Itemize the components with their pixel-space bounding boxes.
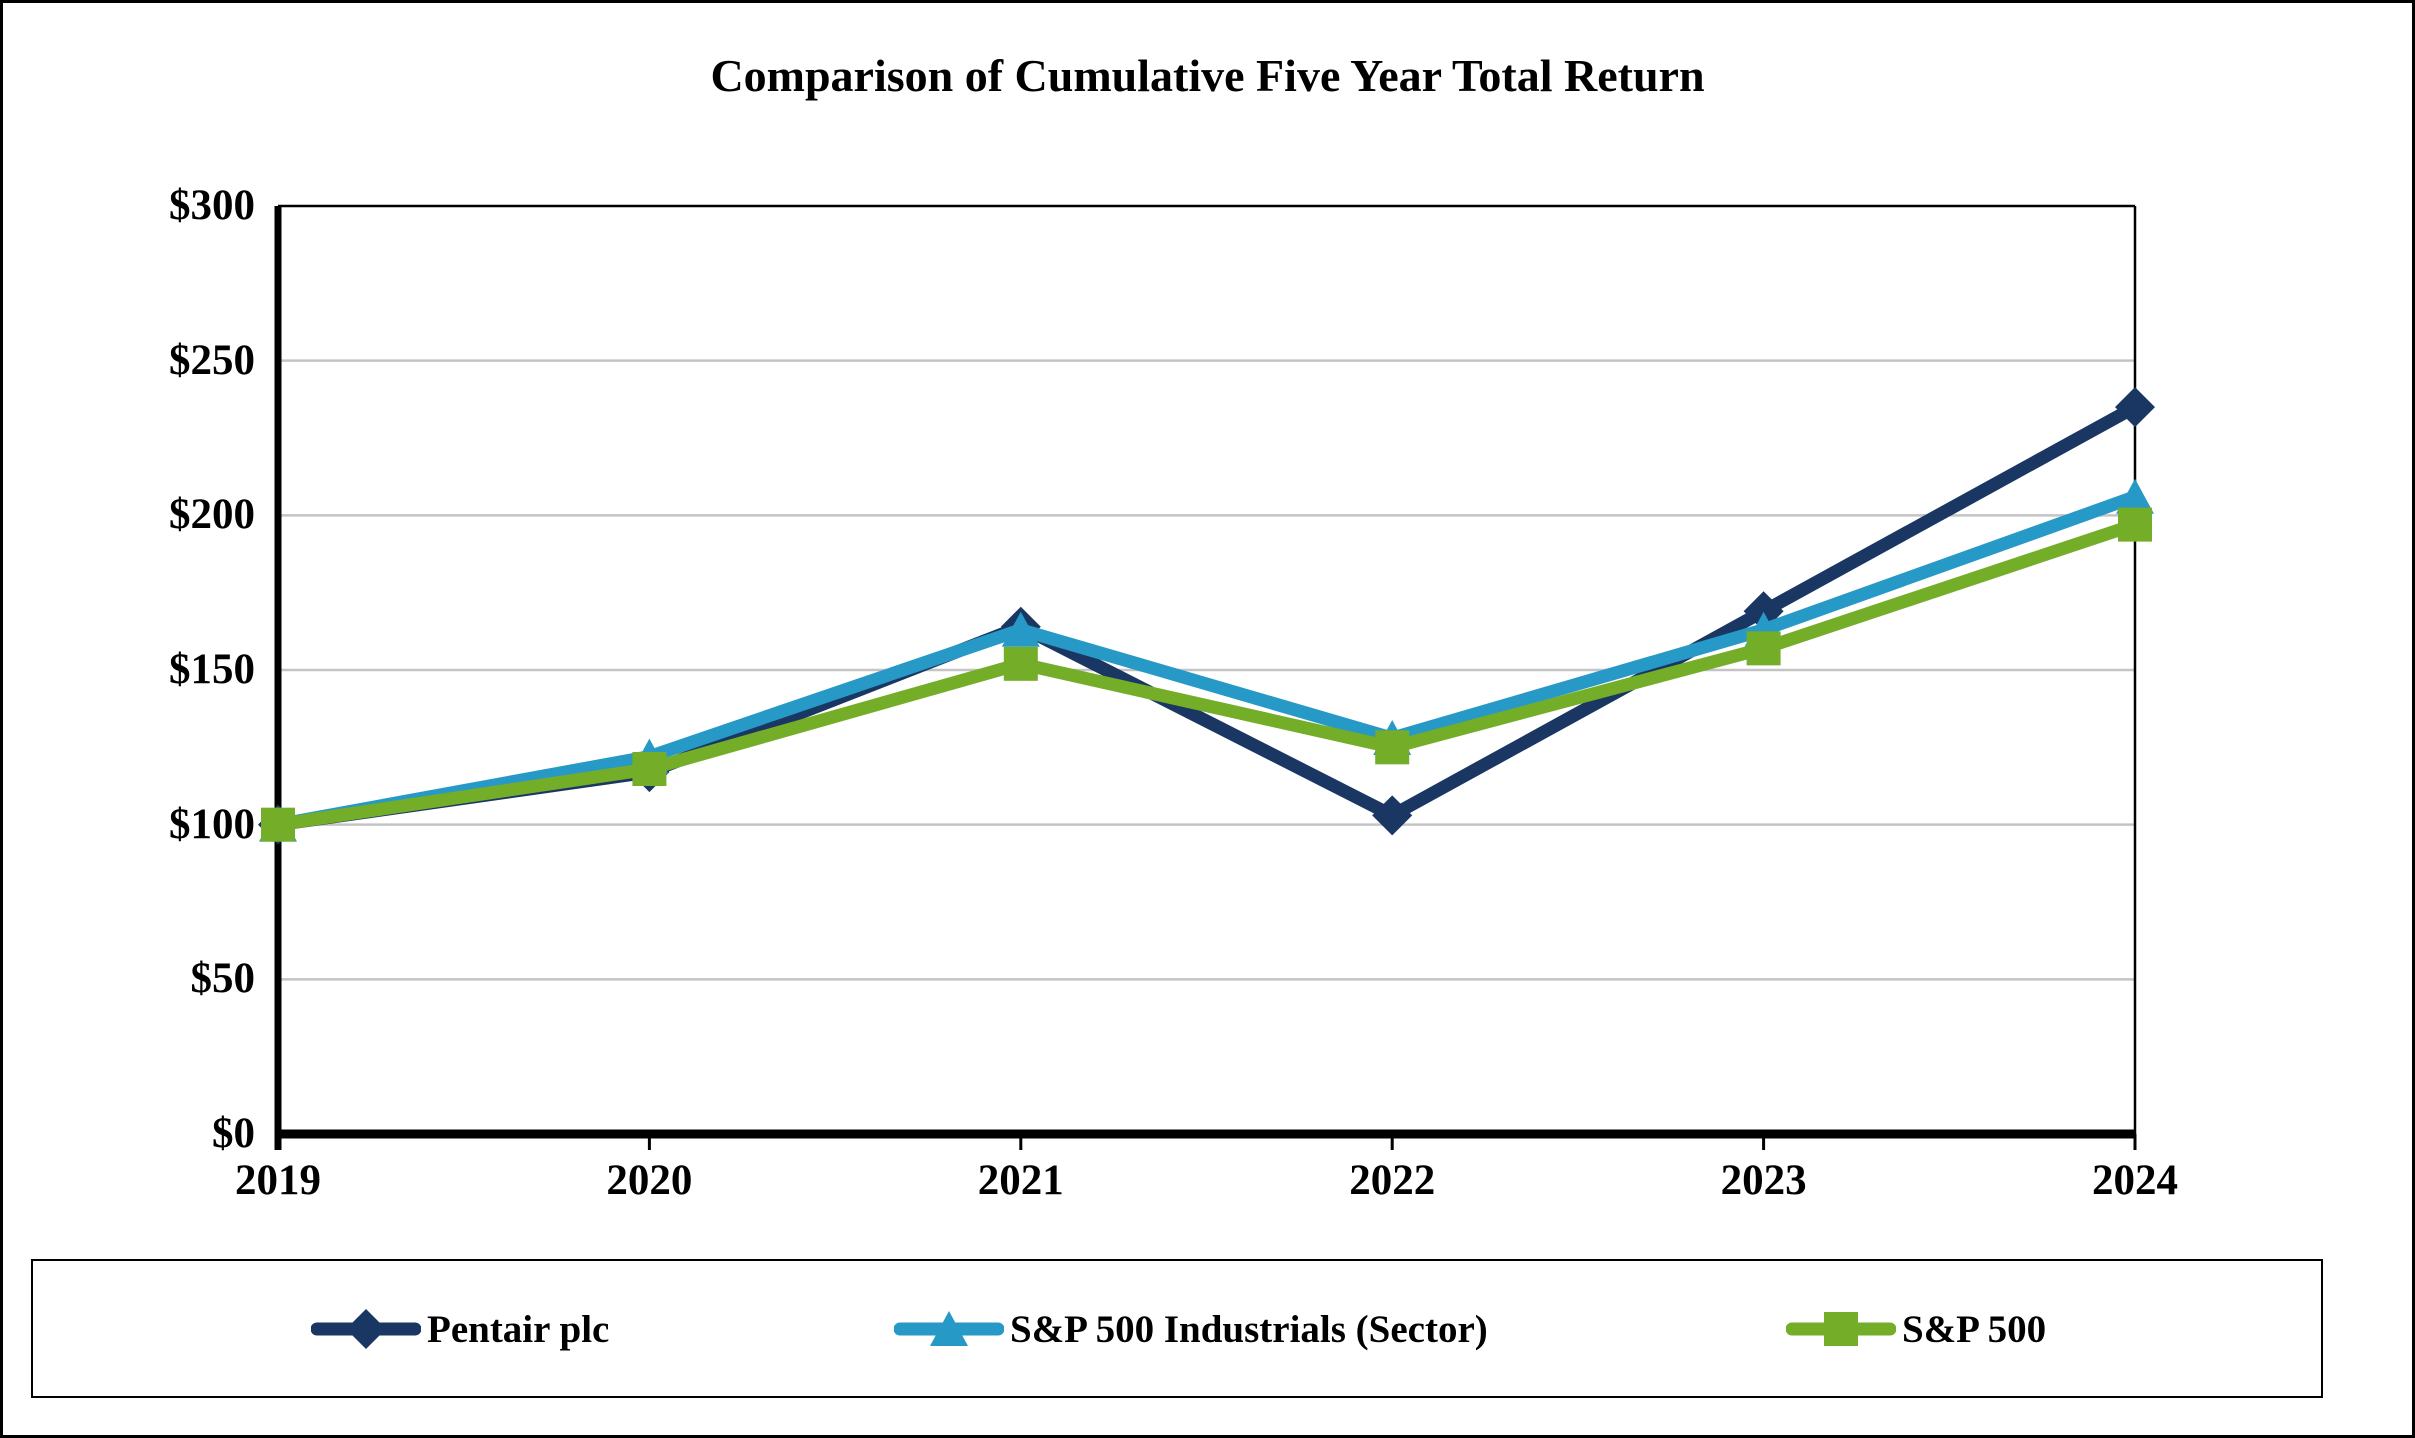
y-tick-label: $300 [169,182,255,229]
data-point-square [261,807,295,842]
legend-marker [1824,1312,1858,1346]
legend-label: S&P 500 [1902,1307,2047,1351]
y-tick-label: $200 [169,491,255,539]
y-tick-label: $50 [190,955,256,1003]
legend-marker-diamond-icon [311,1309,421,1349]
data-point-triangle [1001,611,1040,647]
y-tick-label: $100 [169,800,255,848]
y-tick-label: $0 [212,1110,255,1157]
legend-marker [930,1311,968,1346]
x-tick-label: 2019 [235,1157,321,1204]
series-line-2 [277,518,2138,832]
data-point-square [2118,507,2152,542]
legend-marker-triangle-icon [894,1311,1004,1346]
chart-title: Comparison of Cumulative Five Year Total… [710,50,1705,101]
data-point-square [1375,730,1410,765]
y-tick-label: $150 [169,646,255,693]
data-point-triangle [2116,478,2154,514]
data-point-diamond [1372,795,1413,836]
legend-marker [346,1309,386,1349]
legend-label: Pentair plc [427,1307,610,1351]
data-point-square [632,751,667,786]
legend-label: S&P 500 Industrials (Sector) [1010,1307,1488,1351]
data-point-square [1746,631,1781,666]
legend-item-sp500: S&P 500 [1786,1299,2046,1359]
x-tick-label: 2020 [606,1157,693,1204]
plot-area [258,204,2155,1150]
x-tick-label: 2024 [2092,1157,2178,1204]
legend-item-sp500-industrials: S&P 500 Industrials (Sector) [894,1299,1488,1359]
x-tick-label: 2021 [977,1157,1064,1204]
legend-marker-square-icon [1786,1312,1896,1346]
y-tick-label: $250 [169,336,255,384]
legend-item-pentair: Pentair plc [311,1299,609,1359]
x-tick-label: 2022 [1349,1157,1436,1204]
series-line-1 [276,490,2138,832]
data-point-diamond [2115,387,2155,428]
x-tick-label: 2023 [1720,1157,1807,1204]
data-point-square [1003,646,1038,681]
